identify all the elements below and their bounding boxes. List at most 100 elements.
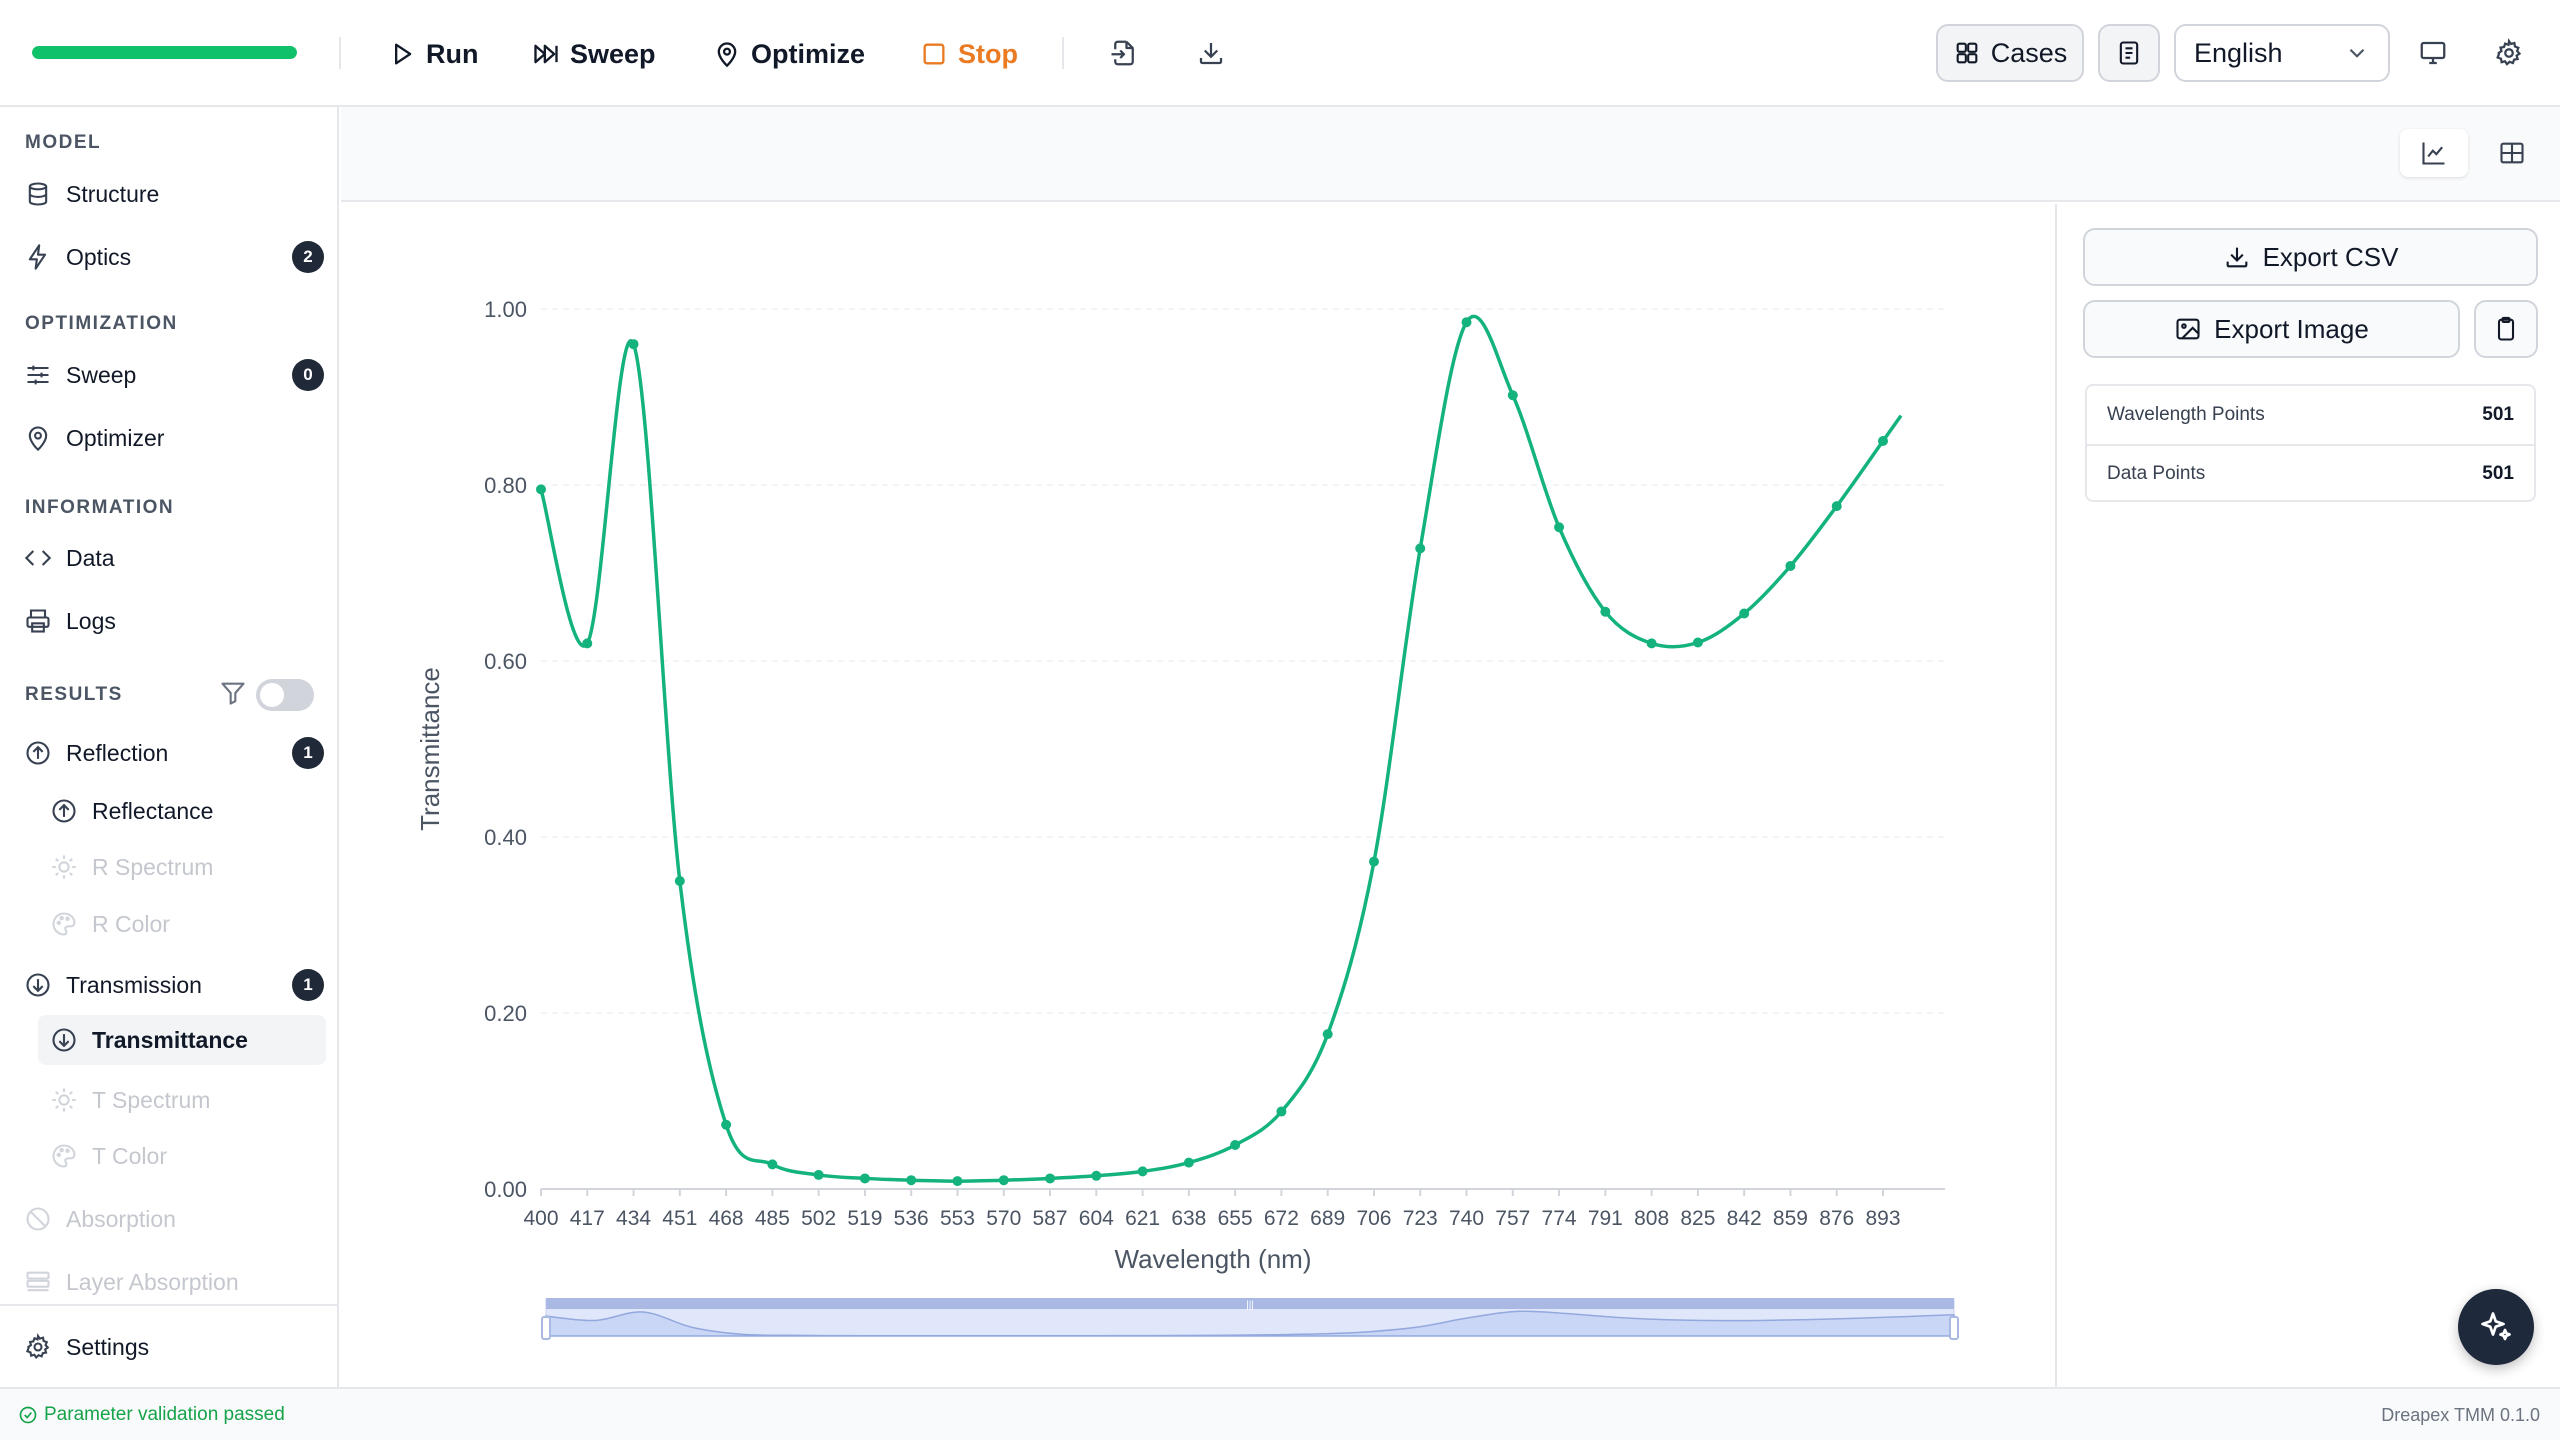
sidebar-item-settings[interactable]: Settings xyxy=(24,1322,324,1372)
zoom-slider-left-handle[interactable] xyxy=(541,1316,551,1340)
data-point[interactable] xyxy=(1554,522,1565,533)
data-point[interactable] xyxy=(1785,560,1796,571)
data-point[interactable] xyxy=(582,638,593,649)
results-filter-toggle[interactable] xyxy=(256,679,314,711)
cases-label: Cases xyxy=(1990,37,2068,68)
count-badge: 0 xyxy=(292,359,324,391)
table-view-button[interactable] xyxy=(2478,129,2546,177)
data-zoom-slider[interactable]: ||| xyxy=(541,1298,1959,1340)
copy-clipboard-button[interactable] xyxy=(2474,300,2538,358)
data-point[interactable] xyxy=(1230,1140,1241,1150)
sidebar-item-label: Data xyxy=(66,544,115,571)
sidebar-item-optimizer[interactable]: Optimizer xyxy=(24,413,324,463)
x-tick-label: 808 xyxy=(1634,1207,1669,1230)
data-point[interactable] xyxy=(1507,390,1518,401)
zoom-slider-right-handle[interactable] xyxy=(1949,1316,1959,1340)
x-tick-label: 825 xyxy=(1680,1207,1715,1230)
x-axis-ticks: 400 417 434 451 468 485 502 519 536 553 570 587 604 6… xyxy=(523,1189,1901,1230)
export-panel: Export CSV Export Image Wavelength Point… xyxy=(2055,204,2560,1387)
count-badge: 1 xyxy=(292,969,324,1001)
sidebar-item-transmission[interactable]: Transmission 1 xyxy=(24,960,324,1010)
data-point[interactable] xyxy=(1600,606,1611,617)
sidebar-item-label: Logs xyxy=(66,607,116,634)
data-point[interactable] xyxy=(1045,1173,1056,1184)
settings-button[interactable] xyxy=(2492,36,2526,70)
sidebar-item-reflection[interactable]: Reflection 1 xyxy=(24,728,324,778)
sidebar-item-t-spectrum[interactable]: T Spectrum xyxy=(50,1075,322,1125)
sidebar-item-r-color[interactable]: R Color xyxy=(50,899,322,949)
data-point[interactable] xyxy=(998,1175,1009,1186)
optimize-button[interactable]: Optimize xyxy=(713,28,865,80)
data-point[interactable] xyxy=(721,1119,732,1130)
palette-icon xyxy=(52,912,76,936)
sidebar-item-layer-absorption[interactable]: Layer Absorption xyxy=(24,1257,324,1307)
data-point[interactable] xyxy=(1183,1157,1194,1168)
grid xyxy=(541,308,1945,1190)
sidebar-item-sweep[interactable]: Sweep 0 xyxy=(24,350,324,400)
data-point[interactable] xyxy=(1831,501,1842,512)
language-select[interactable]: English xyxy=(2174,24,2390,82)
data-point[interactable] xyxy=(1322,1029,1333,1040)
data-point[interactable] xyxy=(952,1176,963,1187)
count-badge: 2 xyxy=(292,241,324,273)
chevron-down-icon xyxy=(2349,48,2365,58)
data-point[interactable] xyxy=(1646,638,1657,649)
image-icon xyxy=(2176,318,2200,340)
cases-button[interactable]: Cases xyxy=(1936,24,2084,82)
x-tick-label: 536 xyxy=(894,1207,929,1230)
export-csv-button[interactable]: Export CSV xyxy=(2083,228,2538,286)
data-point[interactable] xyxy=(813,1169,824,1180)
data-point[interactable] xyxy=(1276,1106,1287,1117)
data-point[interactable] xyxy=(1692,637,1703,648)
import-button[interactable] xyxy=(1107,36,1141,70)
notebook-icon xyxy=(2119,41,2139,65)
sidebar-item-reflectance[interactable]: Reflectance xyxy=(50,786,322,836)
x-tick-label: 672 xyxy=(1264,1207,1299,1230)
x-tick-label: 655 xyxy=(1218,1207,1253,1230)
chart-view-button[interactable] xyxy=(2400,129,2468,177)
data-point[interactable] xyxy=(767,1159,778,1170)
sidebar-item-label: Optimizer xyxy=(66,424,165,451)
sidebar-item-data[interactable]: Data xyxy=(24,533,324,583)
data-point[interactable] xyxy=(1137,1166,1148,1177)
monitor-icon xyxy=(2420,41,2446,65)
data-point[interactable] xyxy=(906,1175,917,1186)
ai-assistant-button[interactable] xyxy=(2458,1289,2534,1365)
sweep-button[interactable]: Sweep xyxy=(532,28,656,80)
data-point[interactable] xyxy=(1091,1170,1102,1181)
data-point[interactable] xyxy=(1878,436,1888,446)
sidebar-item-absorption[interactable]: Absorption xyxy=(24,1194,324,1244)
sidebar-item-transmittance[interactable]: Transmittance xyxy=(38,1015,326,1065)
stop-button[interactable]: Stop xyxy=(920,28,1018,80)
run-button[interactable]: Run xyxy=(388,28,478,80)
sidebar-item-logs[interactable]: Logs xyxy=(24,596,324,646)
transmittance-chart[interactable]: 0.00 0.20 0.40 0.60 0.80 1.00 400 417 434 451 468… xyxy=(341,204,2055,1387)
x-tick-label: 468 xyxy=(709,1207,744,1230)
play-icon xyxy=(395,43,412,65)
data-point[interactable] xyxy=(628,339,639,350)
x-tick-label: 587 xyxy=(1033,1207,1068,1230)
filter-icon[interactable] xyxy=(219,679,247,707)
zoom-slider-handle-bar[interactable] xyxy=(546,1298,1954,1309)
export-image-button[interactable]: Export Image xyxy=(2083,300,2460,358)
sidebar-item-structure[interactable]: Structure xyxy=(24,169,324,219)
sidebar-item-optics[interactable]: Optics 2 xyxy=(24,232,324,282)
layers-icon xyxy=(26,1271,50,1292)
download-button[interactable] xyxy=(1194,36,1228,70)
notes-button[interactable] xyxy=(2098,24,2160,82)
sidebar-item-r-spectrum[interactable]: R Spectrum xyxy=(50,842,322,892)
sidebar-item-label: Absorption xyxy=(66,1205,176,1232)
data-point[interactable] xyxy=(674,876,685,886)
data-point[interactable] xyxy=(1368,856,1379,867)
display-button[interactable] xyxy=(2416,36,2450,70)
x-tick-label: 485 xyxy=(755,1207,790,1230)
data-point[interactable] xyxy=(1415,543,1426,554)
sidebar-item-t-color[interactable]: T Color xyxy=(50,1131,322,1181)
sweep-label: Sweep xyxy=(570,38,656,69)
data-point[interactable] xyxy=(1461,317,1472,328)
y-tick-label: 0.80 xyxy=(484,473,527,498)
data-point[interactable] xyxy=(1739,608,1750,619)
data-point[interactable] xyxy=(536,484,546,495)
data-point[interactable] xyxy=(859,1173,870,1184)
gear-icon xyxy=(26,1333,50,1359)
